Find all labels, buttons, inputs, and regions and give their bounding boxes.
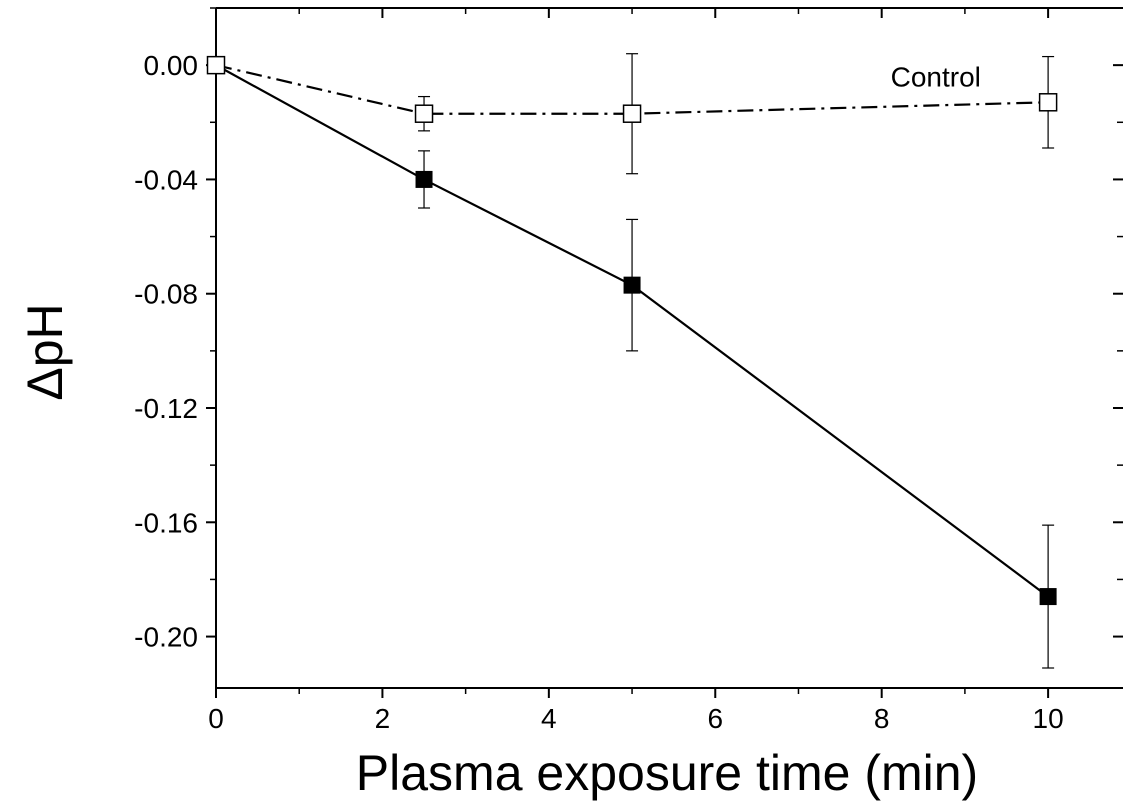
- tick-labels: 0 2 4 6 8 10 0.00 -0.04 -0.08 -0.12 -0.16 -0.20: [134, 50, 1064, 734]
- x-tick-label: 8: [874, 703, 890, 734]
- y-tick-label: -0.12: [134, 393, 198, 424]
- data-point: [414, 104, 434, 123]
- axis-ticks: [206, 7, 1123, 698]
- x-tick-label: 2: [375, 703, 391, 734]
- x-tick-label: 0: [208, 703, 224, 734]
- data-point: [206, 55, 226, 75]
- y-tick-label: -0.16: [134, 507, 198, 538]
- annotation-control: Control: [891, 62, 981, 93]
- data-point: [623, 276, 641, 294]
- y-tick-label: 0.00: [144, 50, 199, 81]
- series-layer: [206, 53, 1058, 669]
- data-point: [415, 170, 433, 188]
- data-point: [1038, 93, 1058, 112]
- x-tick-label: 10: [1033, 703, 1064, 734]
- series-line: [215, 64, 1049, 115]
- series-line: [215, 64, 1049, 598]
- x-tick-label: 4: [541, 703, 557, 734]
- x-tick-label: 6: [707, 703, 723, 734]
- data-point: [1039, 588, 1057, 606]
- y-tick-label: -0.08: [134, 279, 198, 310]
- y-tick-label: -0.04: [134, 164, 198, 195]
- plot-frame: [215, 7, 1123, 689]
- y-axis-title: ΔpH: [17, 303, 73, 400]
- y-tick-label: -0.20: [134, 622, 198, 653]
- x-axis-title: Plasma exposure time (min): [356, 745, 978, 801]
- series-1: [206, 53, 1058, 175]
- data-point: [622, 104, 642, 123]
